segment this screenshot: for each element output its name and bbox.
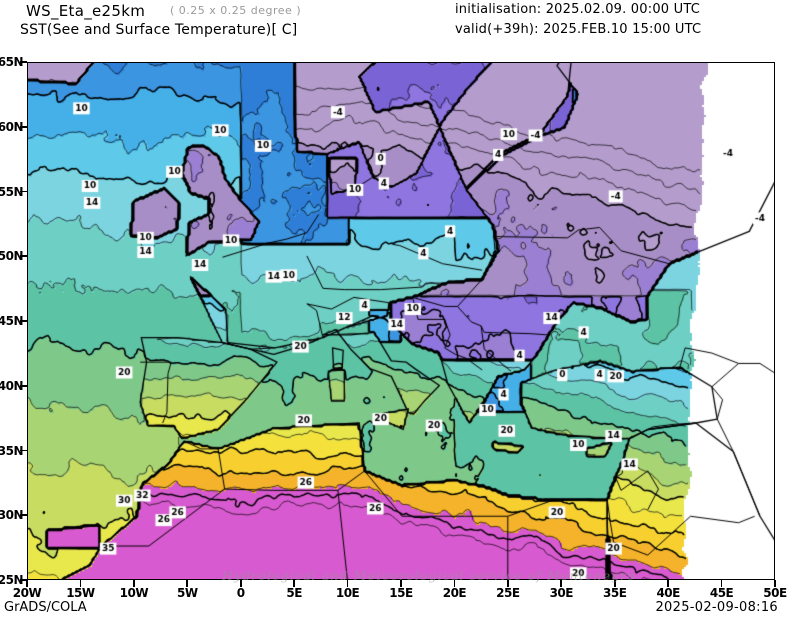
model-resolution-label: ( 0.25 x 0.25 degree ) bbox=[170, 4, 302, 17]
x-axis-tick-label: 30E bbox=[549, 586, 574, 600]
y-axis-tick-label: 40N bbox=[0, 378, 24, 393]
x-axis-tick-label: 20W bbox=[12, 586, 42, 600]
y-axis-tick-label: 60N bbox=[0, 119, 24, 134]
x-axis-tick bbox=[453, 580, 456, 587]
x-axis-tick-label: 0 bbox=[236, 586, 245, 600]
x-axis-tick bbox=[774, 580, 776, 587]
x-axis-tick-label: 5E bbox=[286, 586, 302, 600]
y-axis-tick-label: 50N bbox=[0, 249, 24, 264]
y-axis-tick bbox=[20, 255, 27, 258]
x-axis-tick bbox=[346, 580, 349, 587]
y-axis-tick-label: 55N bbox=[0, 184, 24, 199]
y-axis-tick-label: 30N bbox=[0, 508, 24, 523]
x-axis-tick bbox=[667, 580, 669, 587]
y-axis-tick-label: 25N bbox=[0, 573, 24, 587]
x-axis-tick-label: 40E bbox=[656, 586, 680, 600]
y-axis-tick bbox=[20, 190, 27, 193]
sst-contour-canvas bbox=[28, 63, 774, 579]
x-axis-tick bbox=[186, 580, 189, 587]
y-axis-tick bbox=[20, 61, 27, 63]
x-axis-tick-label: 50E bbox=[763, 586, 787, 600]
x-axis-tick-label: 35E bbox=[603, 586, 627, 600]
x-axis-tick-label: 25E bbox=[496, 586, 520, 600]
sst-map-plot-area bbox=[27, 62, 775, 580]
y-axis-tick-label: 65N bbox=[0, 55, 24, 69]
x-axis-tick bbox=[720, 580, 723, 587]
model-name-label: WS_Eta_e25km bbox=[26, 2, 146, 20]
x-axis-tick bbox=[560, 580, 563, 587]
x-axis-tick bbox=[293, 580, 295, 587]
x-axis-tick bbox=[26, 580, 28, 587]
x-axis-tick-label: 5W bbox=[176, 586, 198, 600]
x-axis-tick-label: 10W bbox=[119, 586, 149, 600]
x-axis-tick bbox=[239, 580, 242, 587]
y-axis-tick bbox=[20, 320, 27, 322]
y-axis-tick-label: 45N bbox=[0, 314, 24, 328]
field-title-label: SST(See and Surface Temperature)[ C] bbox=[20, 22, 298, 38]
x-axis-tick-label: 15E bbox=[389, 586, 413, 600]
x-axis-tick-label: 10E bbox=[335, 586, 360, 600]
x-axis-tick bbox=[400, 580, 402, 587]
x-axis-tick bbox=[133, 580, 135, 587]
y-axis-tick bbox=[20, 514, 27, 517]
x-axis-tick bbox=[79, 580, 82, 587]
y-axis-tick bbox=[20, 125, 27, 128]
y-axis-tick-label: 35N bbox=[0, 443, 24, 458]
grads-credit-label: GrADS/COLA bbox=[4, 600, 87, 615]
x-axis-tick bbox=[507, 580, 509, 587]
x-axis-tick-label: 15W bbox=[66, 586, 95, 600]
initialisation-label: initialisation: 2025.02.09. 00:00 UTC bbox=[455, 2, 700, 17]
y-axis-tick bbox=[20, 449, 27, 452]
x-axis-tick bbox=[613, 580, 616, 587]
y-axis-tick bbox=[20, 579, 27, 581]
valid-time-label: valid(+39h): 2025.FEB.10 15:00 UTC bbox=[455, 22, 702, 37]
x-axis-tick-label: 20E bbox=[442, 586, 467, 600]
x-axis-tick-label: 45E bbox=[709, 586, 734, 600]
render-timestamp: 2025-02-09-08:16 bbox=[655, 600, 778, 615]
y-axis-tick bbox=[20, 384, 27, 387]
